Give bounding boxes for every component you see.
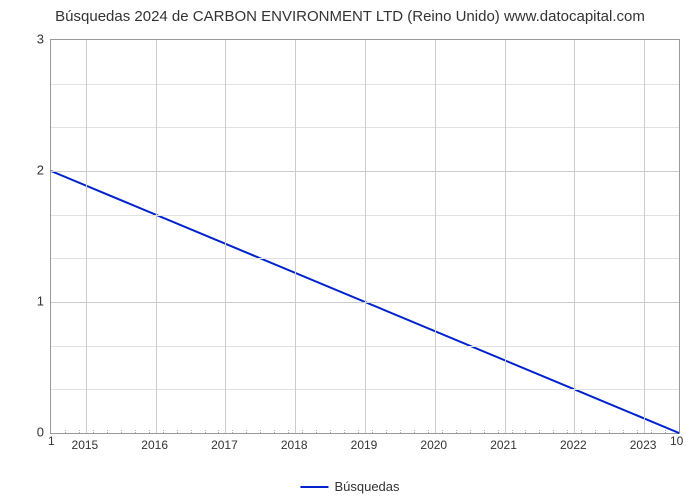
y-tick-label: 1 bbox=[37, 294, 44, 309]
minor-tick bbox=[498, 430, 499, 433]
gridline-vertical bbox=[435, 40, 436, 433]
minor-tick bbox=[567, 430, 568, 433]
x-tick-label: 2020 bbox=[420, 438, 447, 452]
minor-tick bbox=[121, 430, 122, 433]
minor-tick bbox=[274, 430, 275, 433]
minor-tick bbox=[246, 430, 247, 433]
minor-tick bbox=[525, 430, 526, 433]
plot-area bbox=[50, 39, 680, 434]
chart-container: Búsquedas 2024 de CARBON ENVIRONMENT LTD… bbox=[0, 0, 700, 500]
minor-tick bbox=[484, 430, 485, 433]
y-tick-label: 2 bbox=[37, 163, 44, 178]
gridline-vertical bbox=[505, 40, 506, 433]
minor-tick bbox=[288, 430, 289, 433]
minor-tick bbox=[386, 430, 387, 433]
minor-tick bbox=[512, 430, 513, 433]
minor-tick bbox=[260, 430, 261, 433]
minor-tick bbox=[637, 430, 638, 433]
x-tick-label: 2021 bbox=[490, 438, 517, 452]
minor-tick bbox=[553, 430, 554, 433]
minor-tick bbox=[609, 430, 610, 433]
minor-tick bbox=[205, 430, 206, 433]
x-corner-right-label: 10 bbox=[670, 434, 683, 448]
minor-tick bbox=[581, 430, 582, 433]
minor-tick bbox=[539, 430, 540, 433]
minor-tick bbox=[218, 430, 219, 433]
gridline-vertical bbox=[365, 40, 366, 433]
gridline-vertical bbox=[156, 40, 157, 433]
x-tick-label: 2018 bbox=[281, 438, 308, 452]
x-tick-label: 2015 bbox=[72, 438, 99, 452]
minor-tick bbox=[149, 430, 150, 433]
gridline-vertical bbox=[86, 40, 87, 433]
minor-tick bbox=[400, 430, 401, 433]
y-tick-label: 0 bbox=[37, 425, 44, 440]
legend-line-swatch bbox=[300, 486, 328, 488]
minor-tick bbox=[65, 430, 66, 433]
x-tick-label: 2023 bbox=[630, 438, 657, 452]
minor-tick bbox=[442, 430, 443, 433]
gridline-vertical bbox=[644, 40, 645, 433]
minor-tick bbox=[177, 430, 178, 433]
minor-tick bbox=[79, 430, 80, 433]
minor-tick bbox=[93, 430, 94, 433]
minor-tick bbox=[107, 430, 108, 433]
chart-wrap: 1 10 01232015201620172018201920202021202… bbox=[0, 31, 700, 466]
x-corner-left-label: 1 bbox=[48, 434, 55, 448]
y-tick-label: 3 bbox=[37, 32, 44, 47]
minor-tick bbox=[316, 430, 317, 433]
minor-tick bbox=[191, 430, 192, 433]
x-tick-label: 2016 bbox=[141, 438, 168, 452]
minor-tick bbox=[163, 430, 164, 433]
minor-tick bbox=[595, 430, 596, 433]
minor-tick bbox=[232, 430, 233, 433]
x-tick-label: 2022 bbox=[560, 438, 587, 452]
gridline-vertical bbox=[225, 40, 226, 433]
minor-tick bbox=[330, 430, 331, 433]
x-tick-label: 2019 bbox=[351, 438, 378, 452]
gridline-vertical bbox=[295, 40, 296, 433]
x-tick-label: 2017 bbox=[211, 438, 238, 452]
minor-tick bbox=[651, 430, 652, 433]
minor-tick bbox=[470, 430, 471, 433]
minor-tick bbox=[414, 430, 415, 433]
minor-tick bbox=[135, 430, 136, 433]
legend: Búsquedas bbox=[300, 479, 399, 494]
minor-tick bbox=[665, 430, 666, 433]
gridline-vertical bbox=[574, 40, 575, 433]
minor-tick bbox=[372, 430, 373, 433]
legend-label: Búsquedas bbox=[334, 479, 399, 494]
minor-tick bbox=[428, 430, 429, 433]
chart-title: Búsquedas 2024 de CARBON ENVIRONMENT LTD… bbox=[0, 0, 700, 31]
minor-tick bbox=[456, 430, 457, 433]
minor-tick bbox=[358, 430, 359, 433]
minor-tick bbox=[344, 430, 345, 433]
minor-tick bbox=[623, 430, 624, 433]
minor-tick bbox=[302, 430, 303, 433]
